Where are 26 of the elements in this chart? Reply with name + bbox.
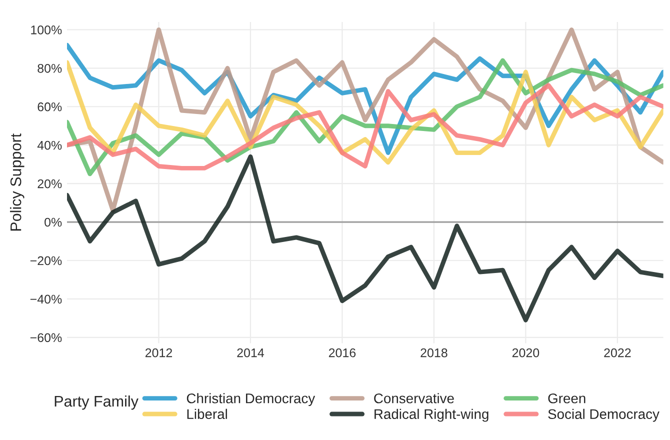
legend-title: Party Family: [54, 395, 138, 410]
y-tick-label: −20%: [30, 256, 62, 266]
line-series: [67, 83, 664, 170]
y-axis-title: Policy Support: [10, 133, 24, 231]
line-series: [67, 27, 664, 213]
legend-label: Social Democracy: [548, 408, 660, 422]
x-tick-label: 2022: [604, 348, 631, 358]
x-tick-label: 2016: [328, 348, 356, 358]
y-tick-label: 0%: [44, 218, 62, 227]
legend-label: Christian Democracy: [186, 393, 316, 406]
y-tick-label: 60%: [38, 102, 62, 112]
x-tick-label: 2018: [420, 348, 448, 358]
x-tick-label: 2012: [145, 348, 172, 358]
legend-label: Green: [548, 393, 586, 404]
y-tick-label: −40%: [30, 294, 62, 304]
y-tick-label: 100%: [31, 25, 62, 34]
y-tick-label: −60%: [30, 333, 62, 342]
legend-label: Liberal: [187, 408, 227, 420]
x-tick-label: 2020: [512, 348, 540, 358]
x-tick-label: 2014: [237, 348, 264, 358]
y-tick-label: 80%: [38, 64, 62, 73]
legend-label: Conservative: [374, 393, 454, 404]
legend-label: Radical Right-wing: [374, 408, 488, 422]
y-tick-label: 20%: [38, 179, 62, 188]
y-tick-label: 40%: [37, 140, 62, 150]
line-series: [67, 154, 664, 322]
